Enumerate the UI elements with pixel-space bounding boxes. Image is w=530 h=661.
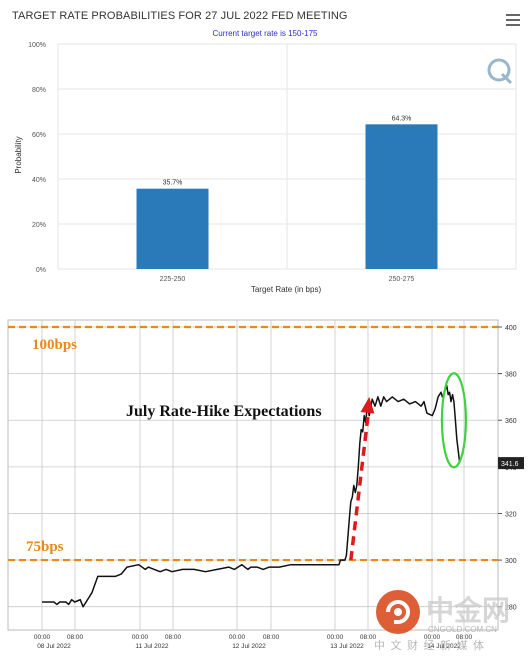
- bar-y-tick-label: 80%: [32, 87, 46, 94]
- line-x-tick-time: 00:00: [424, 634, 441, 641]
- line-x-tick-time: 00:00: [34, 634, 51, 641]
- line-x-tick-date: 08 Jul 2022: [37, 643, 71, 650]
- line-x-tick-date: 14 Jul 2022: [427, 643, 461, 650]
- probability-chart-panel: TARGET RATE PROBABILITIES FOR 27 JUL 202…: [0, 0, 530, 300]
- bar-y-tick-label: 0%: [36, 267, 46, 274]
- line-x-tick-time: 08:00: [165, 634, 182, 641]
- line-y-tick-label: 300: [505, 558, 517, 565]
- reference-label-100bps: 100bps: [32, 337, 77, 353]
- line-x-tick-time: 08:00: [456, 634, 473, 641]
- bar-grid: [57, 43, 517, 270]
- bar-y-tick-label: 40%: [32, 177, 46, 184]
- annotations: [349, 372, 468, 561]
- bar-y-tick-label: 100%: [28, 42, 46, 49]
- line-y-tick-label: 320: [505, 511, 517, 518]
- bar-225-250: [136, 188, 209, 269]
- last-value-box: [498, 457, 524, 470]
- line-y-tick-label: 380: [505, 372, 517, 379]
- line-x-tick-time: 08:00: [360, 634, 377, 641]
- cngold-watermark: 中金网 CNGOLD.COM.CN 中 文 财 经 新 媒 体: [374, 585, 524, 655]
- watermark-url-text: CNGOLD.COM.CN: [428, 625, 497, 634]
- line-x-tick-time: 00:00: [229, 634, 246, 641]
- expectations-line: [42, 384, 461, 608]
- chart-subtitle: Current target rate is 150-175: [212, 29, 318, 38]
- line-x-tick-time: 08:00: [263, 634, 280, 641]
- reference-lines: 100bps 75bps: [8, 325, 498, 562]
- line-x-tick-date: 12 Jul 2022: [232, 643, 266, 650]
- bar-x-ticks: 225-250 250-275: [160, 276, 415, 283]
- bar-x-tick-label: 250-275: [389, 276, 415, 283]
- bar-y-ticks: 0% 20% 40% 60% 80% 100%: [28, 42, 46, 274]
- reference-label-75bps: 75bps: [26, 539, 64, 555]
- line-x-tick-time: 00:00: [132, 634, 149, 641]
- chart-title: TARGET RATE PROBABILITIES FOR 27 JUL 202…: [12, 10, 348, 22]
- line-x-tick-date: 13 Jul 2022: [330, 643, 364, 650]
- bar-series: [136, 124, 438, 269]
- arrowhead: [360, 396, 375, 414]
- line-chart-title: July Rate-Hike Expectations: [126, 403, 322, 420]
- green-highlight-ellipse: [440, 372, 468, 469]
- last-value-badge: 341.6: [498, 457, 524, 470]
- last-value-label: 341.6: [501, 461, 519, 468]
- y-axis-label: Probability: [14, 136, 23, 173]
- cngold-logo-icon: [376, 590, 420, 634]
- bar-y-tick-label: 60%: [32, 132, 46, 139]
- bar-data-labels: 35.7% 64.3%: [163, 115, 412, 186]
- watermark-sub-text: 中 文 财 经 新 媒 体: [374, 639, 485, 652]
- line-series: [42, 384, 461, 608]
- line-y-tick-label: 280: [505, 605, 517, 612]
- line-x-tick-time: 08:00: [67, 634, 84, 641]
- watermark-main-text: 中金网: [426, 594, 511, 627]
- x-axis-label: Target Rate (in bps): [251, 285, 322, 294]
- bar-250-275: [365, 124, 438, 269]
- q-logo-icon: [487, 58, 513, 85]
- line-y-tick-label: 360: [505, 418, 517, 425]
- bar-chart: 35.7% 64.3% 0% 20% 40% 60% 80% 100% 225-250 250…: [14, 42, 517, 294]
- bar-x-tick-label: 225-250: [160, 276, 186, 283]
- hamburger-menu-icon[interactable]: [506, 14, 520, 26]
- line-x-tick-time: 00:00: [327, 634, 344, 641]
- line-y-tick-label: 400: [505, 325, 517, 332]
- line-x-tick-date: 11 Jul 2022: [135, 643, 169, 650]
- bar-y-tick-label: 20%: [32, 222, 46, 229]
- line-x-ticks: 00:00 08 Jul 2022 08:00 00:00 11 Jul 2022 08:…: [34, 634, 473, 650]
- bar-data-label: 35.7%: [163, 180, 183, 187]
- red-dashed-arrow: [349, 404, 372, 561]
- bar-data-label: 64.3%: [392, 115, 412, 122]
